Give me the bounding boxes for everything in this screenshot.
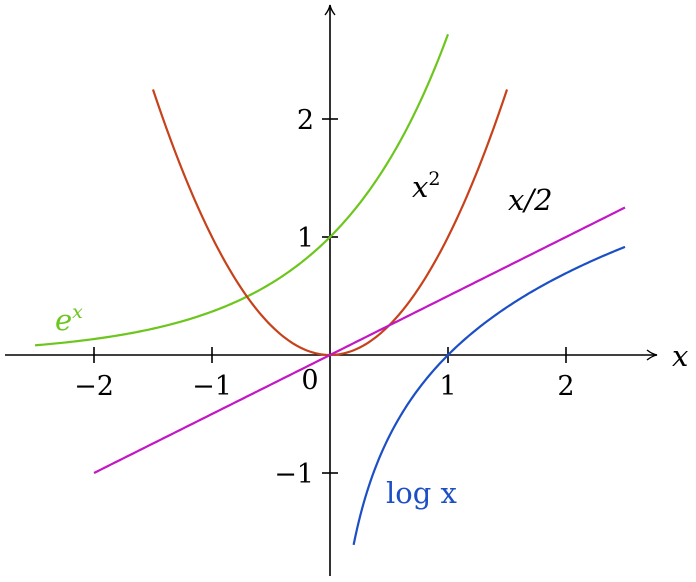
ticks: −2 −1 1 2 −1 1 2 xyxy=(74,105,575,490)
series-line-half xyxy=(93,206,626,474)
x-tick-label: 2 xyxy=(557,371,574,402)
origin-label: 0 xyxy=(301,365,318,396)
x-tick-label: −1 xyxy=(192,371,232,402)
x-tick-label: 1 xyxy=(439,371,456,402)
curve-labels: ex x2 x/2 log x xyxy=(55,168,553,510)
y-tick-label: 2 xyxy=(297,105,314,136)
series-line-log xyxy=(352,245,626,546)
curves xyxy=(34,33,626,546)
series-label-half: x/2 xyxy=(508,183,553,217)
axes xyxy=(5,4,658,576)
x-axis-label: x xyxy=(672,339,688,373)
y-tick-label: 1 xyxy=(297,223,314,254)
series-label-log: log x xyxy=(386,476,457,510)
series-label-square: x2 xyxy=(412,168,440,204)
y-tick-label: −1 xyxy=(274,459,314,490)
series-line-exp xyxy=(34,33,450,347)
x-tick-label: −2 xyxy=(74,371,114,402)
series-label-exp: ex xyxy=(55,301,83,337)
